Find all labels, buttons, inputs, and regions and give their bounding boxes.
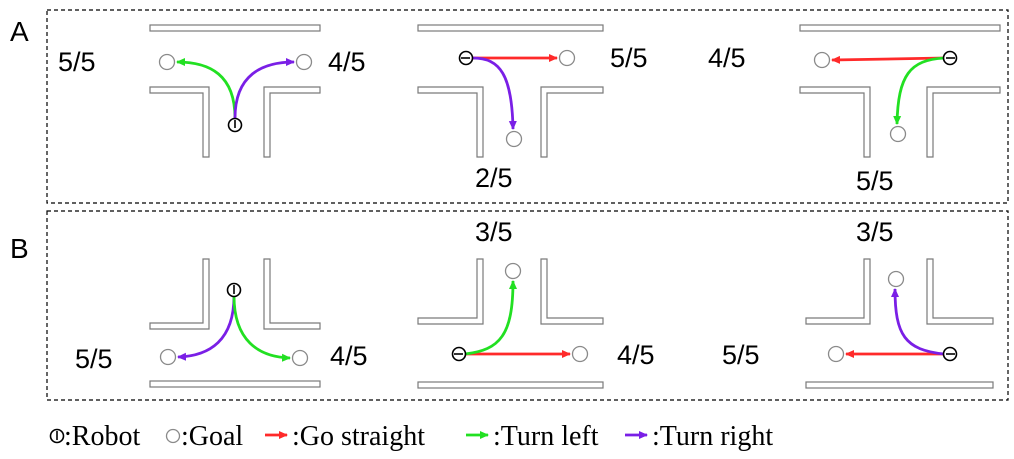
wall-bottom: [417, 381, 604, 389]
legend: :Robot :Goal :Go straight :Turn left :Tu…: [49, 421, 773, 452]
goal-south: [505, 130, 523, 148]
wall-corner-right: [926, 258, 994, 325]
goal-east: [558, 49, 576, 67]
go-straight-arrow: [831, 55, 945, 64]
score-right: 4/5: [617, 340, 655, 370]
wall-bottom: [805, 381, 994, 389]
panel-b-label: B: [10, 233, 29, 264]
goal-icon: [165, 428, 181, 444]
legend-goal-label: :Goal: [181, 421, 243, 452]
legend-right-label: :Turn right: [652, 421, 773, 452]
turn-left-arrow: [464, 280, 517, 356]
wall-corner-left: [805, 258, 871, 325]
score-left: 5/5: [58, 47, 96, 77]
goal-west: [158, 53, 176, 71]
wall-corner-left: [149, 258, 210, 330]
turn-right-arrow: [891, 288, 945, 356]
legend-straight-label: :Go straight: [292, 421, 425, 452]
score-right: 5/5: [610, 43, 648, 73]
wall-top: [417, 24, 604, 32]
turn-right-arrow: [233, 58, 295, 119]
score-right: 4/5: [330, 341, 368, 371]
goal-east: [571, 345, 589, 363]
turn-left-arrow: [893, 56, 945, 125]
turn-left-arrow: [176, 58, 237, 119]
legend-robot-label: :Robot: [64, 421, 140, 452]
scenario-a2: 5/5 2/5: [417, 24, 648, 193]
score-bottom: 5/5: [856, 166, 894, 196]
goal-west: [813, 51, 831, 69]
legend-left-label: :Turn left: [493, 421, 599, 452]
turn-right-arrow: [177, 295, 236, 361]
panel-a-frame: [46, 9, 1009, 204]
turn-left-arrow: [232, 295, 291, 362]
goal-east: [295, 53, 313, 71]
wall-corner-right: [926, 86, 1001, 158]
wall-corner-left: [149, 86, 210, 158]
score-right: 4/5: [328, 47, 366, 77]
goal-west: [159, 348, 177, 366]
wall-corner-right: [263, 86, 321, 158]
goal-south: [889, 125, 907, 143]
goal-west: [827, 345, 845, 363]
panel-b-frame: [46, 210, 1009, 401]
goal-north: [887, 270, 905, 288]
wall-corner-right: [263, 258, 321, 330]
score-bottom: 2/5: [475, 163, 513, 193]
wall-corner-left: [417, 86, 484, 158]
scenario-b3: 3/5 5/5: [722, 217, 994, 389]
wall-corner-right: [540, 258, 604, 325]
wall-corner-left: [417, 258, 484, 325]
wall-corner-left: [799, 86, 871, 158]
wall-top: [799, 24, 1001, 32]
score-left: 4/5: [708, 43, 746, 73]
score-left: 5/5: [722, 340, 760, 370]
wall-corner-right: [540, 86, 604, 158]
scenario-a1: 5/5 4/5: [58, 24, 366, 158]
scenario-b1: 5/5 4/5: [75, 258, 368, 388]
scenario-b2: 3/5 4/5: [417, 217, 655, 389]
score-top: 3/5: [475, 217, 513, 247]
wall-bottom: [149, 380, 321, 388]
score-left: 5/5: [75, 344, 113, 374]
turn-right-arrow: [472, 56, 517, 130]
goal-north: [504, 262, 522, 280]
wall-top: [149, 24, 321, 32]
panel-a-label: A: [10, 16, 29, 47]
score-top: 3/5: [856, 217, 894, 247]
goal-east: [291, 349, 309, 367]
scenario-a3: 4/5 5/5: [708, 24, 1001, 196]
